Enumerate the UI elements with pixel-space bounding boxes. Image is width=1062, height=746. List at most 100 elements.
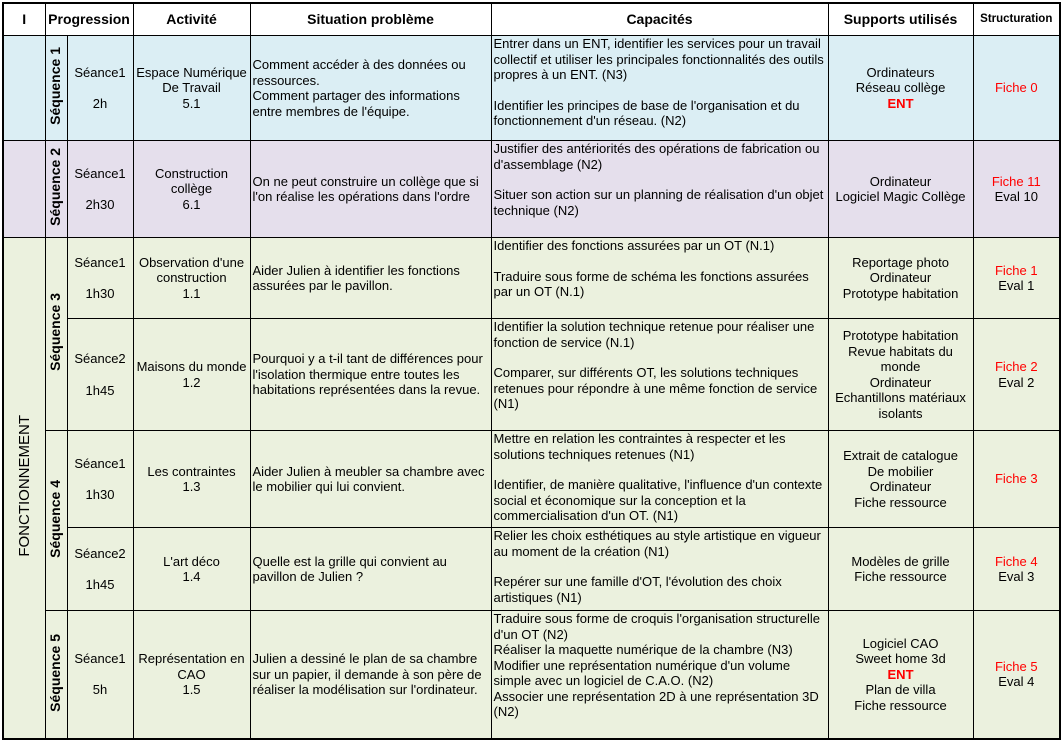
support-item: Fiche ressource	[854, 494, 947, 510]
sequence-cell: Séquence 2	[44, 140, 68, 238]
capacites-cell: Identifier la solution technique retenue…	[490, 318, 829, 431]
seance-cell: Séance1 1h30	[66, 430, 134, 528]
seance-row: Séance2 1h45 Maisons du monde 1.2 Pourquoi y…	[3, 318, 1061, 431]
activite-code: 1.1	[182, 285, 201, 301]
supports-cell: Prototype habitation Revue habitats du mo…	[827, 318, 974, 431]
seance-label: Séance1	[74, 650, 126, 666]
duration: 2h30	[85, 197, 115, 212]
eval-label: Eval 1	[998, 278, 1035, 293]
capacite-text: Traduire sous forme de croquis l'organis…	[493, 611, 820, 642]
activite-code: 1.2	[182, 374, 201, 390]
activite-name: Construction collège	[155, 165, 228, 197]
situation-cell: Quelle est la grille qui convient au pav…	[249, 527, 492, 611]
seance-cell: Séance1 2h	[66, 35, 134, 141]
theme-cell	[2, 35, 46, 141]
situation-cell: On ne peut construire un collège que si …	[249, 140, 492, 238]
capacites-cell: Identifier des fonctions assurées par un…	[490, 237, 829, 319]
duration: 1h30	[85, 286, 115, 301]
supports-cell: Extrait de catalogue De mobilier Ordinateu…	[827, 430, 974, 528]
duration: 2h	[92, 96, 108, 111]
structuration-cell: Fiche 0	[972, 35, 1061, 141]
support-item: ENT	[887, 95, 914, 111]
activite-name: Représentation en CAO	[138, 651, 245, 682]
activite-code: 6.1	[182, 196, 201, 212]
capacite-text: Identifier les principes de base de l'or…	[493, 97, 800, 129]
fiche-label: Fiche 11	[991, 173, 1041, 189]
fiche-label: Fiche 3	[994, 471, 1038, 487]
sequence-label: Séquence 5	[47, 633, 64, 712]
supports-cell: Ordinateur Logiciel Magic Collège	[827, 140, 974, 238]
activite-cell: L'art déco 1.4	[132, 527, 251, 611]
fiche-label: Fiche 2	[994, 359, 1038, 374]
activite-code: 1.4	[182, 569, 201, 584]
fiche-label: Fiche 5	[994, 658, 1038, 674]
theme-cell: FONCTIONNEMENT	[2, 237, 46, 739]
seance-label: Séance1	[74, 254, 126, 270]
seance-row: Séance2 1h45 L'art déco 1.4 Quelle est la gr…	[3, 527, 1061, 611]
activite-cell: Observation d'une construction 1.1	[132, 237, 251, 319]
situation-cell: Aider Julien à identifier les fonctions …	[249, 237, 492, 319]
activite-cell: Les contraintes 1.3	[132, 430, 251, 528]
capacite-text: Repérer sur une famille d'OT, l'évolutio…	[493, 574, 782, 605]
structuration-cell: Fiche 1 Eval 1	[972, 237, 1061, 319]
supports-cell: Modèles de grille Fiche ressource	[827, 527, 974, 611]
duration: 1h45	[85, 577, 115, 592]
situation-text: Pourquoi y a t-il tant de différences po…	[252, 351, 483, 398]
fiche-label: Fiche 1	[994, 262, 1038, 278]
activite-code: 1.5	[182, 682, 201, 697]
support-item: Sweet home 3d	[855, 651, 946, 666]
header-row: I Progression Activité Situation problème Ca…	[2, 2, 1061, 36]
column-header: Activité	[132, 2, 251, 36]
structuration-cell: Fiche 5 Eval 4	[972, 610, 1061, 739]
seance-row: FONCTIONNEMENT Séquence 3 Séance1 1h30 Obser…	[2, 237, 1061, 739]
capacites-cell: Entrer dans un ENT, identifier les servi…	[490, 35, 829, 141]
structuration-cell: Fiche 4 Eval 3	[972, 527, 1061, 611]
situation-cell: Julien a dessiné le plan de sa chambre s…	[249, 610, 492, 739]
seance-label: Séance2	[74, 545, 126, 561]
support-item: Ordinateur	[869, 374, 932, 390]
capacite-text: Entrer dans un ENT, identifier les servi…	[493, 36, 824, 83]
sequence-label: Séquence 1	[47, 47, 64, 126]
column-header: Situation problème	[249, 2, 492, 36]
support-item: Prototype habitation	[842, 328, 959, 343]
fiche-label: Fiche 0	[994, 80, 1038, 96]
seance-label: Séance1	[74, 64, 126, 80]
support-item: Ordinateur	[869, 270, 932, 286]
sequence-label: Séquence 2	[47, 148, 64, 227]
support-item: ENT	[887, 666, 914, 682]
support-item: Reportage photo	[852, 254, 949, 270]
activite-cell: Espace Numérique De Travail 5.1	[132, 35, 251, 141]
seance-row: Séquence 4 Séance1 1h30 Les contraintes 1.3 A…	[3, 430, 1061, 611]
activite-name: Espace Numérique De Travail	[136, 64, 247, 96]
eval-label: Eval 10	[994, 189, 1038, 204]
seance-cell: Séance2 1h45	[66, 318, 134, 431]
seance-cell: Séance1 5h	[66, 610, 134, 739]
support-item: Modèles de grille	[851, 553, 950, 569]
seance-row: Séquence 1 Séance1 2h Espace Numérique De T…	[2, 35, 1061, 141]
sequence-cell: Séquence 3	[44, 237, 68, 431]
duration: 1h30	[85, 487, 115, 502]
support-item: Logiciel CAO	[862, 635, 939, 651]
sequence-cell: Séquence 4	[44, 430, 68, 611]
seance-row: Séquence 2 Séance1 2h30 Construction collèg…	[2, 140, 1061, 238]
capacites-cell: Mettre en relation les contraintes à res…	[490, 430, 829, 528]
capacites-cell: Relier les choix esthétiques au style ar…	[490, 527, 829, 611]
seance-cell: Séance1 1h30	[66, 237, 134, 319]
supports-cell: Reportage photo Ordinateur Prototype habit…	[827, 237, 974, 319]
seance-row: Séquence 5 Séance1 5h Représentation en CAO…	[3, 610, 1061, 739]
corner-cell: I	[2, 2, 46, 36]
seance-label: Séance1	[74, 455, 126, 471]
situation-text: Aider Julien à meubler sa chambre avec l…	[252, 463, 485, 495]
situation-text: Comment partager des informations entre …	[252, 88, 460, 119]
situation-text: Julien a dessiné le plan de sa chambre s…	[252, 651, 482, 697]
sequence-cell: Séquence 1	[44, 35, 68, 141]
capacite-text: Situer son action sur un planning de réa…	[493, 187, 824, 218]
eval-label: Eval 3	[998, 569, 1035, 584]
situation-text: Quelle est la grille qui convient au pav…	[252, 553, 447, 585]
activite-cell: Représentation en CAO 1.5	[132, 610, 251, 739]
structuration-cell: Fiche 2 Eval 2	[972, 318, 1061, 431]
activite-code: 1.3	[182, 479, 201, 494]
support-item: Revue habitats du monde	[848, 343, 953, 375]
activite-cell: Construction collège 6.1	[132, 140, 251, 238]
